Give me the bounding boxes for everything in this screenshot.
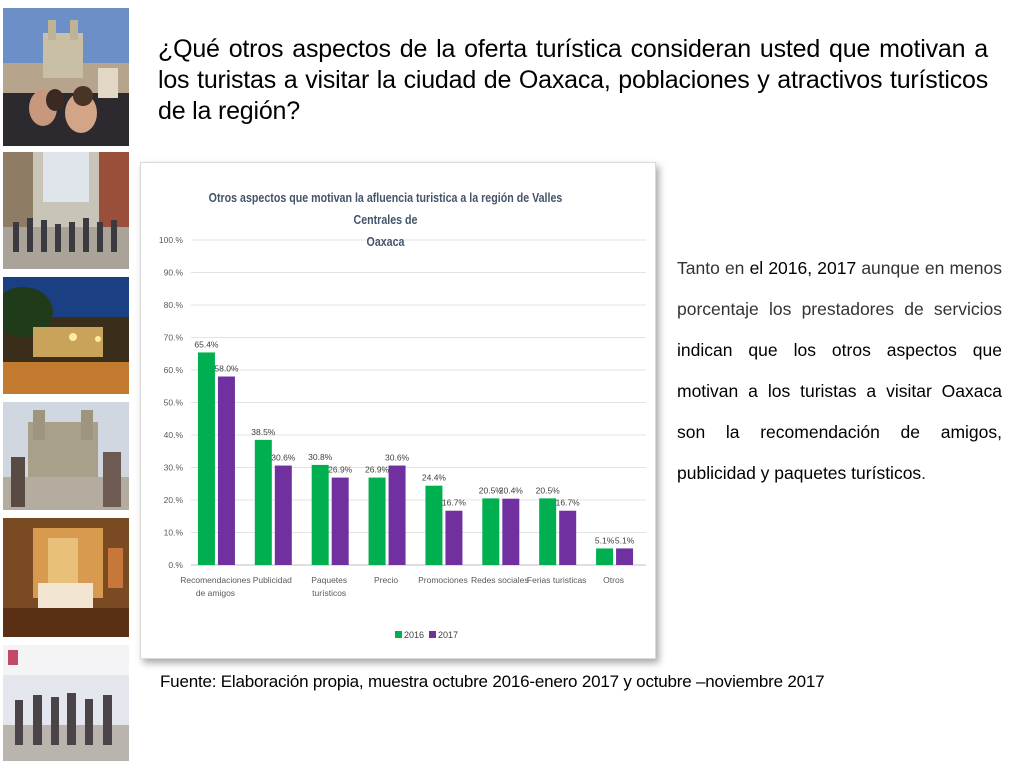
data-label: 16.7%	[442, 498, 467, 508]
x-tick-label: Redes sociales	[471, 575, 529, 585]
legend-label: 2017	[438, 630, 458, 640]
bar-2017	[274, 465, 292, 565]
x-tick-label: Publicidad	[253, 575, 292, 585]
y-tick-label: 20.%	[164, 495, 184, 505]
legend-label: 2016	[404, 630, 424, 640]
data-label: 26.9%	[365, 465, 390, 475]
y-tick-label: 10.%	[164, 528, 184, 538]
bar-2017	[388, 465, 406, 565]
legend-swatch-2016	[395, 631, 402, 638]
summary-part-3: aunque en menos porcentaje los prestador…	[677, 258, 1002, 319]
summary-highlight: indican que los otros aspectos que motiv…	[677, 340, 1002, 483]
bar-2016	[197, 352, 215, 565]
y-tick-label: 70.%	[164, 333, 184, 343]
y-tick-label: 50.%	[164, 398, 184, 408]
x-tick-label: Ferias turisticas	[527, 575, 587, 585]
x-tick-label: Promociones	[418, 575, 468, 585]
data-label: 58.0%	[214, 364, 239, 374]
night-courtyard-photo	[3, 277, 129, 394]
bar-2016	[539, 498, 557, 565]
data-label: 24.4%	[422, 473, 447, 483]
bar-2016	[254, 439, 272, 565]
data-label: 65.4%	[194, 339, 219, 349]
bar-2016	[596, 548, 614, 565]
bar-2017	[331, 477, 349, 565]
summary-end: .	[921, 463, 927, 483]
x-tick-label: Otros	[603, 575, 624, 585]
hotel-room-photo	[3, 518, 129, 637]
bar-2017	[502, 498, 520, 565]
data-label: 16.7%	[556, 498, 581, 508]
x-tick-label: Paquetes	[311, 575, 347, 585]
chart-plot: 0.% 10.% 20.% 30.% 40.% 50.% 60.% 70.% 80.% 90.% 1…	[159, 235, 646, 640]
data-label: 26.9%	[328, 465, 353, 475]
data-label: 5.1%	[615, 535, 635, 545]
market-crowd-photo	[3, 645, 129, 761]
data-label: 20.5%	[479, 485, 504, 495]
y-tick-label: 0.%	[168, 560, 183, 570]
data-label: 30.6%	[271, 453, 296, 463]
data-label: 30.6%	[385, 453, 410, 463]
x-tick-label: Precio	[374, 575, 398, 585]
chart-title-line1: Otros aspectos que motivan la afluencia …	[208, 190, 563, 227]
chart-title-line2: Oaxaca	[366, 234, 405, 249]
bar-2017	[559, 510, 577, 565]
bar-chart: Otros aspectos que motivan la afluencia …	[140, 162, 656, 659]
data-label: 30.8%	[308, 452, 333, 462]
x-tick-label: Recomendaciones	[180, 575, 250, 585]
x-tick-label: de amigos	[196, 588, 235, 598]
legend-swatch-2017	[429, 631, 436, 638]
y-tick-label: 60.%	[164, 365, 184, 375]
data-label: 5.1%	[595, 535, 615, 545]
data-label: 38.5%	[251, 427, 276, 437]
data-label: 20.4%	[499, 486, 524, 496]
summary-part-1: Tanto en	[677, 258, 750, 278]
street-crowd-photo	[3, 152, 129, 269]
source-note: Fuente: Elaboración propia, muestra octu…	[160, 672, 825, 691]
bar-2016	[425, 485, 443, 565]
y-tick-label: 30.%	[164, 463, 184, 473]
bar-2016	[368, 477, 386, 565]
y-tick-label: 90.%	[164, 268, 184, 278]
church-plaza-photo	[3, 402, 129, 510]
y-tick-label: 40.%	[164, 430, 184, 440]
bar-2017	[217, 376, 235, 565]
page-title: ¿Qué otros aspectos de la oferta turísti…	[158, 35, 988, 125]
y-tick-label: 80.%	[164, 300, 184, 310]
data-label: 20.5%	[536, 485, 561, 495]
chart-title: Otros aspectos que motivan la afluencia …	[201, 187, 570, 253]
y-tick-label: 100.%	[159, 235, 184, 245]
bar-2017	[445, 510, 463, 565]
bar-2016	[482, 498, 500, 565]
summary-paragraph: Tanto en el 2016, 2017 aunque en menos p…	[677, 248, 1002, 494]
bar-2017	[616, 548, 634, 565]
x-tick-label: turísticos	[312, 588, 346, 598]
bar-2016	[311, 464, 329, 565]
cathedral-tourists-photo	[3, 8, 129, 146]
summary-years: el 2016, 2017	[749, 258, 857, 278]
